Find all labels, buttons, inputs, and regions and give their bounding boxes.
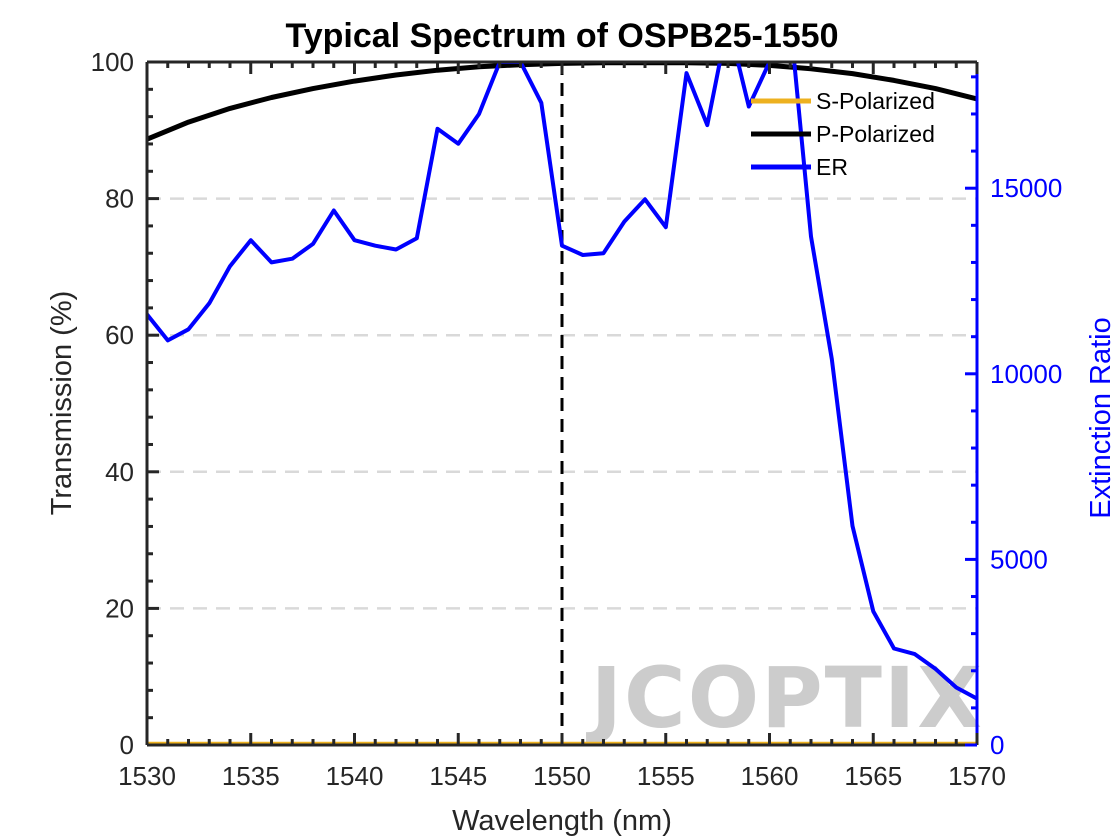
- x-tick-label-1530: 1530: [118, 761, 176, 791]
- series-line-er: [147, 62, 977, 701]
- y2-tick-label-15000: 15000: [990, 173, 1062, 203]
- ticks: [145, 60, 979, 747]
- y2-tick-label-10000: 10000: [990, 359, 1062, 389]
- y2-axis-label: Extinction Ratio: [1085, 317, 1117, 519]
- y-tick-label-100: 100: [91, 47, 134, 77]
- legend: S-Polarized P-Polarized ER: [751, 88, 935, 180]
- chart-title: Typical Spectrum of OSPB25-1550: [285, 17, 838, 55]
- y-tick-label-60: 60: [105, 320, 134, 350]
- x-tick-label-1535: 1535: [222, 761, 280, 791]
- legend-label-er: ER: [816, 154, 848, 180]
- legend-label-p-polarized: P-Polarized: [816, 121, 935, 147]
- x-tick-label-1545: 1545: [429, 761, 487, 791]
- y2-tick-label-0: 0: [990, 730, 1004, 760]
- y-tick-label-0: 0: [120, 730, 134, 760]
- y2-tick-label-5000: 5000: [990, 544, 1048, 574]
- x-axis-label: Wavelength (nm): [452, 805, 672, 837]
- y-axis-label: Transmission (%): [46, 291, 78, 516]
- x-tick-label-1540: 1540: [326, 761, 384, 791]
- tick-labels: 1530 1535 1540 1545 1550 1555 1560 1565 15700204…: [91, 47, 1063, 791]
- x-tick-label-1565: 1565: [844, 761, 902, 791]
- y-tick-label-40: 40: [105, 457, 134, 487]
- x-tick-label-1560: 1560: [741, 761, 799, 791]
- x-tick-label-1550: 1550: [533, 761, 591, 791]
- y-tick-label-20: 20: [105, 593, 134, 623]
- watermark: JCOPTIX: [586, 649, 984, 747]
- x-tick-label-1555: 1555: [637, 761, 695, 791]
- watermark-text: JCOPTIX: [586, 649, 984, 747]
- legend-label-s-polarized: S-Polarized: [816, 88, 935, 114]
- y-tick-label-80: 80: [105, 184, 134, 214]
- x-tick-label-1570: 1570: [948, 761, 1006, 791]
